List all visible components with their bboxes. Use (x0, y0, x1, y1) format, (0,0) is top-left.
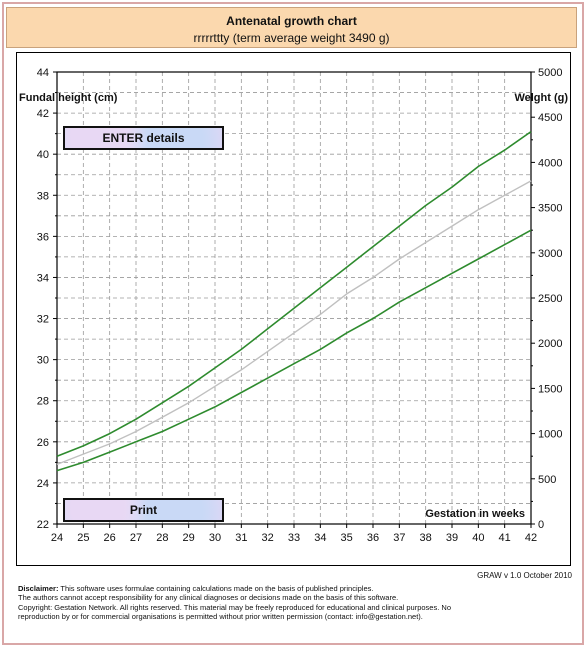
x-tick-label: 25 (77, 532, 89, 544)
print-button[interactable]: Print (63, 498, 224, 522)
y-left-axis-label: Fundal height (cm) (19, 92, 118, 104)
x-tick-label: 34 (314, 532, 326, 544)
x-tick-label: 35 (341, 532, 353, 544)
x-tick-label: 24 (51, 532, 63, 544)
x-tick-label: 30 (209, 532, 221, 544)
y-left-tick-label: 38 (37, 190, 49, 202)
y-right-tick-label: 4000 (538, 157, 562, 169)
x-tick-label: 26 (104, 532, 116, 544)
y-left-tick-label: 24 (37, 478, 49, 490)
x-tick-label: 38 (420, 532, 432, 544)
y-left-tick-label: 42 (37, 108, 49, 120)
y-right-tick-label: 3500 (538, 203, 562, 215)
upper-centile-line (56, 130, 532, 457)
y-left-tick-label: 34 (37, 272, 49, 284)
y-right-tick-label: 1000 (538, 429, 562, 441)
y-left-tick-label: 22 (37, 519, 49, 531)
x-tick-label: 32 (262, 532, 274, 544)
y-left-tick-label: 28 (37, 396, 49, 408)
version-label: GRAW v 1.0 October 2010 (477, 571, 572, 580)
y-left-tick-label: 40 (37, 149, 49, 161)
y-right-tick-label: 5000 (538, 67, 562, 79)
y-right-tick-label: 500 (538, 474, 556, 486)
x-tick-label: 42 (525, 532, 537, 544)
x-tick-label: 31 (235, 532, 247, 544)
x-tick-label: 36 (367, 532, 379, 544)
y-left-tick-label: 44 (37, 67, 49, 79)
x-tick-label: 33 (288, 532, 300, 544)
x-tick-label: 28 (156, 532, 168, 544)
y-left-tick-label: 26 (37, 437, 49, 449)
enter-details-button[interactable]: ENTER details (63, 126, 224, 150)
y-right-tick-label: 3000 (538, 248, 562, 260)
y-left-tick-label: 32 (37, 314, 49, 326)
lower-centile-line (56, 229, 532, 472)
disclaimer: Disclaimer: This software uses formulae … (18, 584, 573, 621)
y-left-tick-label: 36 (37, 231, 49, 243)
disclaimer-text-1: This software uses formulae containing c… (58, 584, 374, 593)
y-right-tick-label: 4500 (538, 112, 562, 124)
chart-title: Antenatal growth chart (226, 14, 357, 28)
x-axis-label: Gestation in weeks (425, 508, 525, 520)
y-left-tick-label: 30 (37, 355, 49, 367)
y-right-axis-label: Weight (g) (514, 92, 568, 104)
y-right-tick-label: 2000 (538, 338, 562, 350)
x-tick-label: 29 (183, 532, 195, 544)
plot-panel: 22 24 26 28 30 32 34 36 38 40 42 44 0 500 1000 1500 2000… (16, 52, 571, 566)
x-tick-label: 37 (393, 532, 405, 544)
median-line (56, 180, 532, 466)
disclaimer-line-1: Disclaimer: This software uses formulae … (18, 584, 573, 593)
chart-header: Antenatal growth chart rrrrrttty (term a… (6, 7, 577, 48)
x-tick-label: 39 (446, 532, 458, 544)
disclaimer-line-3: Copyright: Gestation Network. All rights… (18, 602, 451, 612)
growth-chart: 2224262830323436384042440500100015002000… (19, 67, 568, 544)
disclaimer-line-4: reproduction by or for commercial organi… (18, 611, 423, 621)
y-right-tick-label: 2500 (538, 293, 562, 305)
y-right-tick-label: 1500 (538, 383, 562, 395)
x-tick-label: 40 (472, 532, 484, 544)
disclaimer-line-2: The authors cannot accept responsibility… (18, 593, 399, 603)
y-right-tick-label: 0 (538, 519, 544, 531)
x-tick-label: 27 (130, 532, 142, 544)
chart-subtitle: rrrrrttty (term average weight 3490 g) (193, 31, 390, 45)
x-tick-label: 41 (499, 532, 511, 544)
disclaimer-title: Disclaimer: (18, 584, 59, 593)
